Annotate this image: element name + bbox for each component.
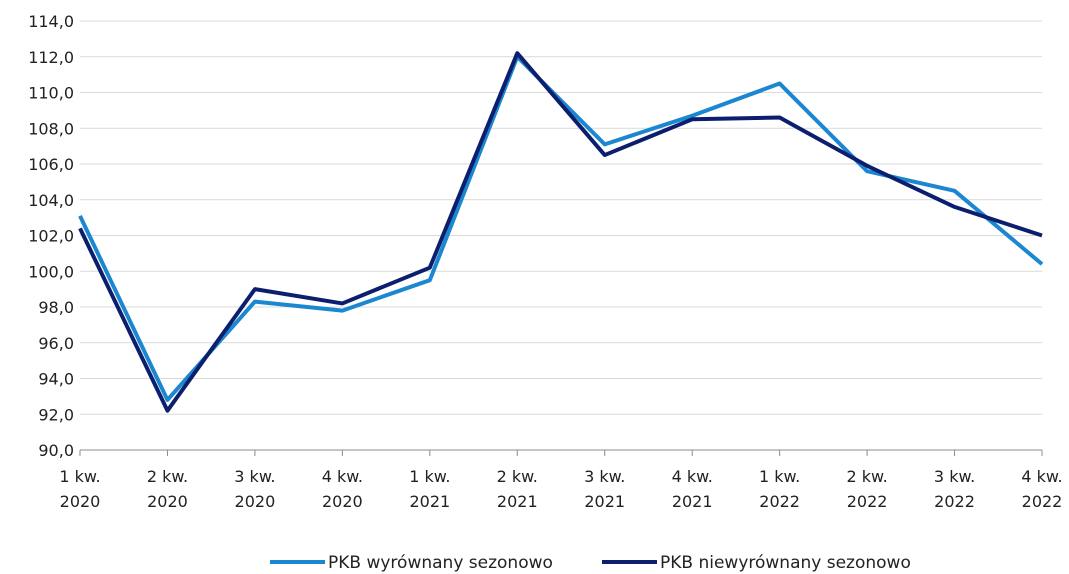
y-tick-label: 106,0 [28,155,74,174]
x-axis: 1 kw. 2020 2 kw. 2020 3 kw. 2020 4 kw. 2020 1 kw… [59,449,1063,511]
legend: PKB wyrównany sezonowo PKB niewyrównany s… [270,553,911,573]
x-tick-label: 3 kw. 2020 [234,467,275,511]
x-tick-label: 1 kw. 2020 [59,467,100,511]
y-tick-label: 110,0 [28,84,74,103]
series-line-2 [78,51,1043,413]
gridlines [80,20,1042,415]
y-tick-label: 114,0 [28,12,74,31]
y-tick-label: 102,0 [28,227,74,246]
y-tick-label: 104,0 [28,191,74,210]
y-tick-label: 108,0 [28,119,74,138]
series-line-1 [78,54,1044,402]
x-tick-label: 2 kw. 2022 [846,467,887,511]
x-tick-label: 4 kw. 2020 [322,467,363,511]
y-axis: 90,0 92,0 94,0 96,0 98,0 100,0 102,0 104,0 106,0… [28,12,74,460]
x-tick-label: 3 kw. 2022 [934,467,975,511]
x-tick-label: 2 kw. 2020 [147,467,188,511]
x-tick-label: 1 kw. 2022 [759,467,800,511]
y-tick-label: 94,0 [38,370,74,389]
y-tick-label: 112,0 [28,48,74,67]
legend-label: PKB wyrównany sezonowo [328,553,553,573]
y-tick-label: 90,0 [38,441,74,460]
y-tick-label: 96,0 [38,334,74,353]
y-tick-label: 98,0 [38,298,74,317]
x-tick-label: 2 kw. 2021 [497,467,538,511]
y-tick-label: 92,0 [38,405,74,424]
legend-label: PKB niewyrównany sezonowo [660,553,911,573]
x-tick-label: 4 kw. 2022 [1021,467,1062,511]
x-tick-label: 3 kw. 2021 [584,467,625,511]
y-tick-label: 100,0 [28,262,74,281]
series-lines [78,51,1044,413]
x-tick-label: 1 kw. 2021 [409,467,450,511]
x-tick-label: 4 kw. 2021 [672,467,713,511]
